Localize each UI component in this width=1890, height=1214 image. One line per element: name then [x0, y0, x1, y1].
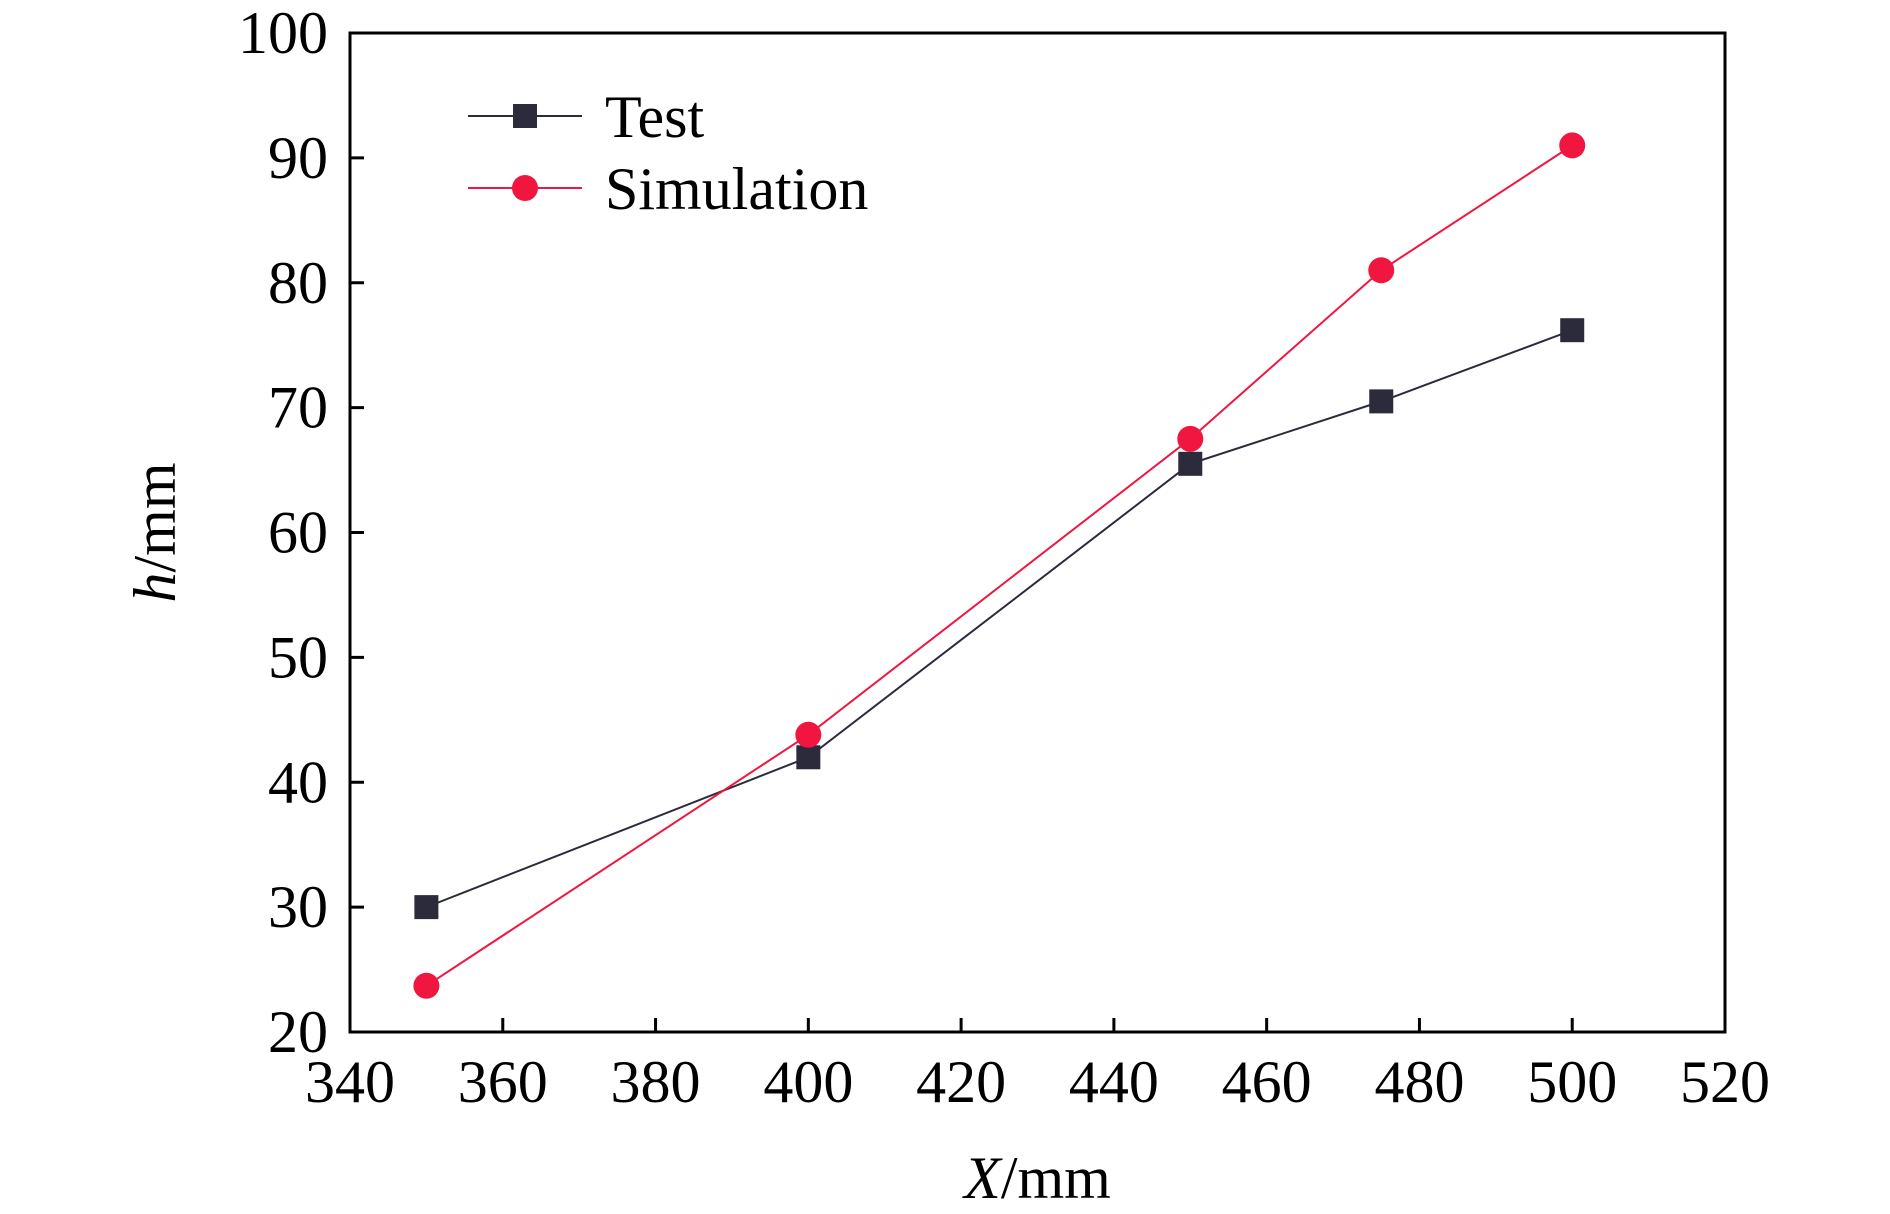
y-tick-label: 50: [268, 624, 328, 690]
axes: 340 360 380 400 420 440 460 480 500 520 20 30 40 50 60…: [238, 0, 1770, 1115]
y-tick-label: 30: [268, 874, 328, 940]
x-tick-label: 460: [1222, 1049, 1312, 1115]
series-line-test: [426, 329, 1573, 909]
axis-titles: X/mm h/mm: [122, 462, 1111, 1211]
data-point-simulation: [1368, 257, 1395, 284]
data-point-test: [1178, 451, 1203, 476]
plot-frame: [348, 31, 1727, 1034]
y-tick-label: 20: [268, 999, 328, 1065]
x-tick-label: 380: [611, 1049, 701, 1115]
y-tick-label: 60: [268, 500, 328, 566]
x-tick-label: 360: [458, 1049, 548, 1115]
x-tick-label: 420: [916, 1049, 1006, 1115]
x-tick-label: 480: [1374, 1049, 1464, 1115]
data-point-simulation: [413, 972, 440, 999]
legend-marker-simulation: [512, 175, 538, 201]
series-line-simulation: [425, 144, 1573, 987]
legend-marker-test: [513, 104, 537, 128]
data-point-test: [1560, 318, 1585, 343]
y-tick-label: 80: [268, 250, 328, 316]
y-axis-variable: h: [122, 573, 188, 603]
y-tick-label: 100: [238, 0, 328, 66]
data-point-test: [1369, 389, 1394, 414]
x-axis-title: X/mm: [962, 1145, 1111, 1209]
y-tick-label: 70: [268, 375, 328, 441]
y-axis-title: h/mm: [122, 462, 188, 602]
y-tick-label: 90: [268, 125, 328, 191]
x-axis-unit: /mm: [1001, 1145, 1111, 1209]
data-point-simulation: [1177, 425, 1204, 452]
data-point-simulation: [795, 721, 822, 748]
x-tick-label: 400: [763, 1049, 853, 1115]
x-tick-label: 520: [1680, 1049, 1770, 1115]
data-point-simulation: [1559, 132, 1586, 159]
data-point-test: [796, 745, 821, 770]
series-group: [413, 132, 1586, 999]
x-tick-label: 340: [305, 1049, 395, 1115]
y-axis-unit: /mm: [122, 462, 188, 572]
y-tick-label: 40: [268, 749, 328, 815]
x-tick-label: 440: [1069, 1049, 1159, 1115]
x-tick-label: 500: [1527, 1049, 1617, 1115]
legend-label-simulation: Simulation: [605, 156, 868, 222]
legend-label-test: Test: [605, 84, 704, 150]
data-point-test: [414, 895, 439, 920]
x-axis-variable: X: [962, 1145, 1003, 1209]
